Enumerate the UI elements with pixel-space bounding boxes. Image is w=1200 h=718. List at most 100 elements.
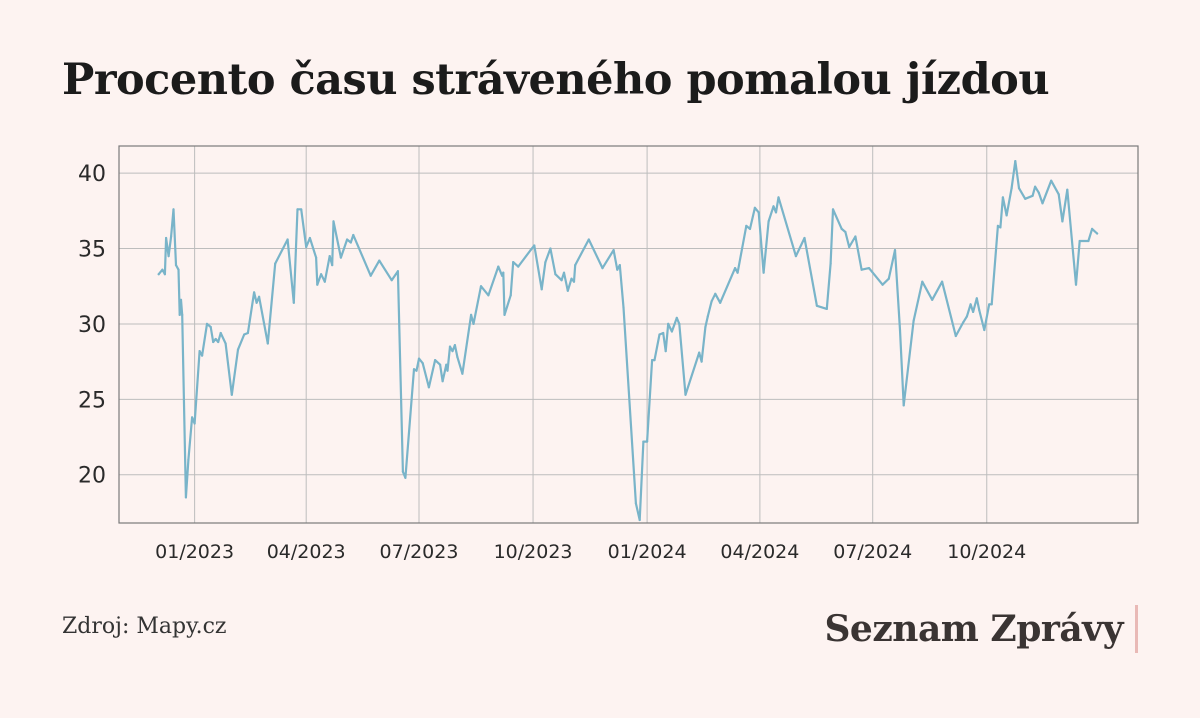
data-point-110 [667, 322, 670, 325]
data-point-181 [1078, 239, 1081, 243]
data-point-178 [1061, 220, 1064, 223]
data-point-79 [503, 313, 506, 316]
data-point-30 [255, 301, 258, 304]
data-point-126 [753, 206, 757, 209]
data-point-102 [638, 518, 641, 522]
data-point-10 [179, 298, 183, 301]
data-point-84 [533, 244, 536, 247]
data-point-34 [286, 238, 289, 241]
x-tick-label-7: 10/2024 [947, 541, 1026, 563]
x-tick-label-1: 04/2023 [267, 541, 346, 563]
data-point-96 [601, 267, 604, 270]
data-point-53 [390, 279, 393, 282]
data-point-4 [167, 255, 170, 258]
data-point-161 [983, 328, 986, 332]
data-point-168 [1010, 187, 1013, 190]
data-point-128 [762, 271, 765, 274]
data-point-144 [867, 267, 871, 270]
data-point-59 [417, 357, 421, 360]
plot-frame [118, 145, 1139, 524]
series-line [157, 160, 1099, 522]
data-point-112 [675, 316, 678, 319]
data-point-169 [1014, 160, 1017, 163]
data-point-98 [616, 268, 619, 271]
data-point-104 [646, 440, 649, 443]
data-point-123 [736, 271, 739, 274]
brand-logo: Seznam Zprávy [824, 605, 1138, 653]
x-tick-label-5: 04/2024 [720, 541, 799, 563]
data-point-41 [316, 283, 319, 286]
data-point-133 [794, 255, 798, 258]
data-point-149 [902, 404, 905, 407]
data-point-0 [157, 273, 160, 276]
x-tick-label-2: 07/2023 [380, 541, 459, 563]
data-point-75 [487, 294, 490, 297]
data-point-109 [664, 350, 667, 353]
data-point-51 [369, 274, 372, 277]
data-point-87 [549, 247, 552, 250]
data-point-15 [193, 422, 196, 425]
data-point-166 [1001, 196, 1005, 199]
data-point-182 [1087, 239, 1090, 243]
data-point-48 [346, 238, 349, 241]
data-point-47 [339, 256, 342, 259]
data-point-68 [451, 350, 454, 353]
y-tick-label-1: 25 [78, 388, 106, 413]
data-point-36 [296, 208, 299, 211]
data-point-114 [684, 393, 687, 396]
data-point-135 [815, 304, 819, 307]
data-point-150 [912, 319, 915, 322]
data-point-11 [181, 313, 184, 316]
data-point-127 [757, 211, 760, 214]
data-point-184 [1096, 232, 1099, 235]
data-point-67 [448, 345, 452, 348]
data-point-165 [999, 226, 1002, 229]
data-point-121 [719, 301, 722, 304]
data-point-81 [512, 261, 515, 264]
source-note: Zdroj: Mapy.cz [62, 614, 227, 639]
data-point-72 [470, 313, 473, 316]
data-point-88 [554, 273, 557, 276]
data-point-50 [352, 233, 355, 237]
data-point-160 [978, 309, 981, 312]
data-point-145 [881, 283, 884, 286]
y-tick-label-4: 40 [78, 162, 106, 187]
data-point-119 [710, 300, 713, 303]
data-point-32 [266, 342, 269, 345]
data-point-142 [854, 235, 857, 238]
data-point-77 [501, 274, 504, 277]
data-point-131 [774, 211, 778, 214]
data-point-97 [612, 249, 615, 252]
data-point-151 [921, 280, 924, 283]
data-point-45 [331, 264, 334, 267]
data-point-17 [201, 354, 204, 357]
data-point-124 [745, 224, 748, 227]
data-point-74 [479, 285, 483, 288]
data-point-23 [219, 331, 222, 335]
data-point-94 [574, 264, 577, 267]
data-point-107 [658, 333, 661, 336]
data-point-66 [446, 369, 449, 372]
data-point-46 [332, 220, 335, 223]
grid-lines [119, 146, 1138, 523]
data-point-153 [941, 280, 944, 283]
data-point-86 [544, 261, 547, 264]
data-point-125 [748, 227, 752, 230]
data-point-35 [292, 301, 295, 304]
x-tick-label-4: 01/2024 [608, 541, 687, 563]
data-point-37 [300, 208, 303, 211]
data-point-141 [848, 245, 851, 249]
data-point-9 [178, 313, 181, 316]
data-point-179 [1066, 188, 1069, 191]
data-point-156 [965, 315, 969, 318]
data-point-118 [706, 315, 709, 318]
x-axis: 01/2023 04/2023 07/2023 10/2023 01/2024 04/20… [155, 541, 1026, 563]
chart-title: Procento času stráveného pomalou jízdou [62, 55, 1050, 105]
data-point-103 [642, 440, 645, 443]
x-tick-label-0: 01/2023 [155, 541, 234, 563]
data-point-132 [777, 196, 780, 199]
data-point-24 [224, 342, 227, 345]
data-point-18 [205, 322, 209, 325]
data-point-3 [165, 236, 168, 240]
y-tick-label-3: 35 [78, 238, 106, 263]
